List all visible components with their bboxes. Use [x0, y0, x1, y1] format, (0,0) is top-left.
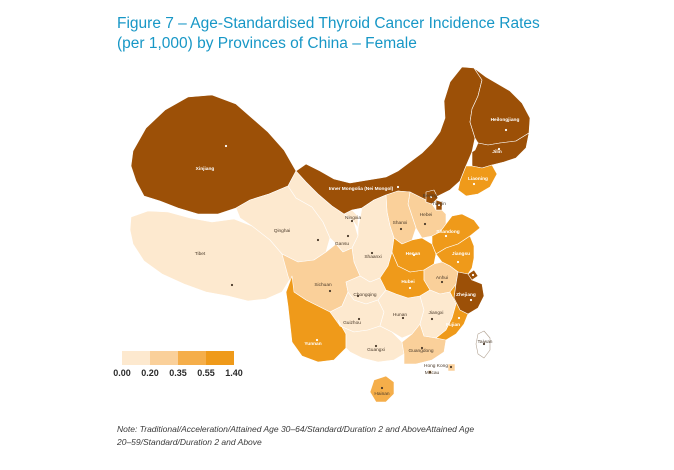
- capital-dot-hebei: [423, 222, 427, 226]
- label-gansu: Gansu: [335, 241, 349, 247]
- figure-note: Note: Traditional/Acceleration/Attained …: [117, 423, 587, 449]
- capital-dot-taiwan: [482, 342, 486, 346]
- label-tibet: Tibet: [195, 251, 206, 257]
- label-jilin: Jilin: [492, 149, 502, 155]
- legend-tick-3: 0.55: [197, 368, 215, 378]
- capital-dot-jilin: [497, 147, 501, 151]
- label-fujian: Fujian: [446, 322, 460, 328]
- legend-color-bar: [122, 351, 262, 365]
- label-tianjin: Tianjin: [432, 201, 446, 207]
- label-shaanxi: Shaanxi: [364, 254, 381, 260]
- map-legend: 0.00 0.20 0.35 0.55 1.40: [113, 351, 262, 382]
- capital-dot-anhui: [440, 280, 444, 284]
- capital-dot-macau: [428, 370, 432, 374]
- region-jilin: [471, 132, 530, 169]
- label-taiwan: Taiwan: [478, 339, 493, 345]
- figure-title-line-1: Figure 7 – Age-Standardised Thyroid Canc…: [117, 15, 540, 32]
- region-zhejiang: [453, 271, 485, 315]
- label-shanghai: Shanghai: [483, 272, 505, 278]
- capital-dot-jiangsu: [456, 260, 460, 264]
- label-guizhou: Guizhou: [343, 320, 361, 326]
- label-inner-mongolia: Inner Mongolia (Nei Mongol): [329, 186, 394, 192]
- figure-title: Figure 7 – Age-Standardised Thyroid Canc…: [117, 14, 657, 54]
- label-hong-kong: Hong Kong: [424, 363, 448, 369]
- label-zhejiang: Zhejiang: [456, 292, 476, 298]
- label-xinjiang: Xinjiang: [196, 166, 215, 172]
- label-macau: Macau: [425, 370, 440, 376]
- region-tibet: [129, 210, 293, 302]
- capital-dot-shanxi: [399, 227, 403, 231]
- label-hebei: Hebei: [420, 212, 433, 218]
- capital-dot-shandong: [444, 234, 448, 238]
- label-hainan: Hainan: [374, 391, 390, 397]
- capital-dot-guangdong: [420, 346, 424, 350]
- legend-swatch-1: [122, 351, 150, 365]
- capital-dot-fujian: [457, 316, 461, 320]
- capital-dot-zhejiang: [469, 298, 473, 302]
- capital-dot-chongqing: [356, 294, 360, 298]
- capital-dot-beijing: [429, 195, 433, 199]
- capital-dot-shanghai: [471, 273, 475, 277]
- legend-swatch-4: [206, 351, 234, 365]
- label-heilongjiang: Heilongjiang: [491, 117, 520, 123]
- legend-swatch-2: [150, 351, 178, 365]
- label-guangdong: Guangdong: [408, 348, 433, 354]
- capital-dot-guizhou: [357, 317, 361, 321]
- region-qinghai: [235, 185, 331, 263]
- label-shanxi: Shanxi: [393, 220, 408, 226]
- label-liaoning: Liaoning: [468, 176, 488, 182]
- figure-note-line-2: 20–59/Standard/Duration 2 and Above: [117, 437, 262, 447]
- capital-dot-hainan: [380, 386, 384, 390]
- capital-dot-ningxia: [350, 219, 354, 223]
- capital-dot-guangxi: [374, 344, 378, 348]
- capital-dot-hong-kong: [449, 365, 453, 369]
- capital-dot-tibet: [230, 283, 234, 287]
- legend-tick-1: 0.20: [141, 368, 159, 378]
- capital-dot-sichuan: [328, 289, 332, 293]
- region-taiwan: [475, 330, 491, 359]
- label-ningxia: Ningxia: [345, 215, 361, 221]
- capital-dot-qinghai: [316, 238, 320, 242]
- label-anhui: Anhui: [436, 275, 448, 281]
- legend-swatch-3: [178, 351, 206, 365]
- capital-dot-shaanxi: [370, 251, 374, 255]
- label-jiangxi: Jiangxi: [429, 310, 444, 316]
- legend-tick-4: 1.40: [225, 368, 243, 378]
- label-henan: Henan: [406, 251, 421, 257]
- region-yunnan: [285, 275, 347, 363]
- legend-tick-0: 0.00: [113, 368, 131, 378]
- label-hubei: Hubei: [401, 279, 414, 285]
- figure-note-line-1: Note: Traditional/Acceleration/Attained …: [117, 424, 475, 434]
- label-hunan: Hunan: [393, 312, 407, 318]
- capital-dot-hunan: [401, 316, 405, 320]
- legend-tick-labels: 0.00 0.20 0.35 0.55 1.40: [113, 368, 262, 382]
- capital-dot-inner-mongolia: [396, 185, 400, 189]
- figure-title-line-2: (per 1,000) by Provinces of China – Fema…: [117, 35, 417, 52]
- label-chongqing: Chongqing: [353, 292, 377, 298]
- legend-tick-2: 0.35: [169, 368, 187, 378]
- capital-dot-liaoning: [472, 182, 476, 186]
- label-shandong: Shandong: [436, 229, 460, 235]
- capital-dot-tianjin: [437, 203, 441, 207]
- capital-dot-gansu: [346, 234, 350, 238]
- label-guangxi: Guangxi: [367, 347, 385, 353]
- label-jiangsu: Jiangsu: [452, 251, 470, 257]
- capital-dot-xinjiang: [224, 144, 228, 148]
- region-liaoning: [457, 164, 498, 197]
- label-yunnan: Yunnan: [304, 341, 321, 347]
- capital-dot-hubei: [408, 286, 412, 290]
- label-beijing: Beijing: [423, 193, 438, 199]
- capital-dot-yunnan: [315, 338, 319, 342]
- capital-dot-heilongjiang: [504, 128, 508, 132]
- capital-dot-henan: [412, 253, 416, 257]
- label-sichuan: Sichuan: [314, 282, 332, 288]
- label-qinghai: Qinghai: [274, 228, 291, 234]
- capital-dot-jiangxi: [430, 317, 434, 321]
